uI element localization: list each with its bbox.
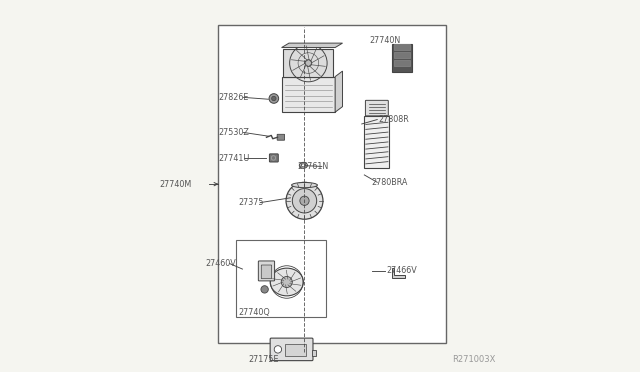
Circle shape [281,276,292,288]
Circle shape [274,346,282,353]
Text: 27460V: 27460V [205,259,236,268]
FancyBboxPatch shape [284,49,333,77]
Polygon shape [335,71,342,112]
Ellipse shape [270,268,303,296]
FancyBboxPatch shape [277,134,285,140]
Circle shape [269,94,278,103]
Text: 27740N: 27740N [370,36,401,45]
Polygon shape [312,350,316,356]
Circle shape [271,96,276,101]
Bar [364,116,389,167]
FancyBboxPatch shape [259,261,275,281]
Text: 27761N: 27761N [297,162,328,171]
Bar [394,52,410,58]
Ellipse shape [300,162,307,168]
Polygon shape [392,268,405,278]
Bar [285,344,306,356]
Bar [394,61,410,66]
Ellipse shape [301,164,306,167]
FancyBboxPatch shape [261,265,271,279]
FancyBboxPatch shape [282,77,335,112]
Polygon shape [282,43,342,48]
FancyBboxPatch shape [269,154,278,162]
FancyBboxPatch shape [270,338,313,360]
Circle shape [300,196,309,205]
Text: 27375: 27375 [238,198,264,207]
Text: 27741U: 27741U [219,154,250,163]
Circle shape [261,286,268,293]
Bar [236,240,326,317]
Text: 27826E: 27826E [219,93,249,102]
Text: 27808R: 27808R [378,115,409,124]
Text: 27740Q: 27740Q [238,308,270,317]
Ellipse shape [292,183,317,187]
Text: 27466V: 27466V [387,266,417,275]
Text: 27740M: 27740M [159,180,191,189]
FancyBboxPatch shape [392,44,412,71]
Circle shape [292,189,317,213]
Text: 2780BRA: 2780BRA [371,178,407,187]
Circle shape [286,182,323,219]
Text: 27175E: 27175E [248,355,278,364]
Circle shape [305,60,312,67]
Text: R271003X: R271003X [452,355,495,364]
Text: 27530Z: 27530Z [219,128,250,137]
FancyBboxPatch shape [365,100,388,116]
Bar [394,44,410,50]
Bar [218,25,445,343]
